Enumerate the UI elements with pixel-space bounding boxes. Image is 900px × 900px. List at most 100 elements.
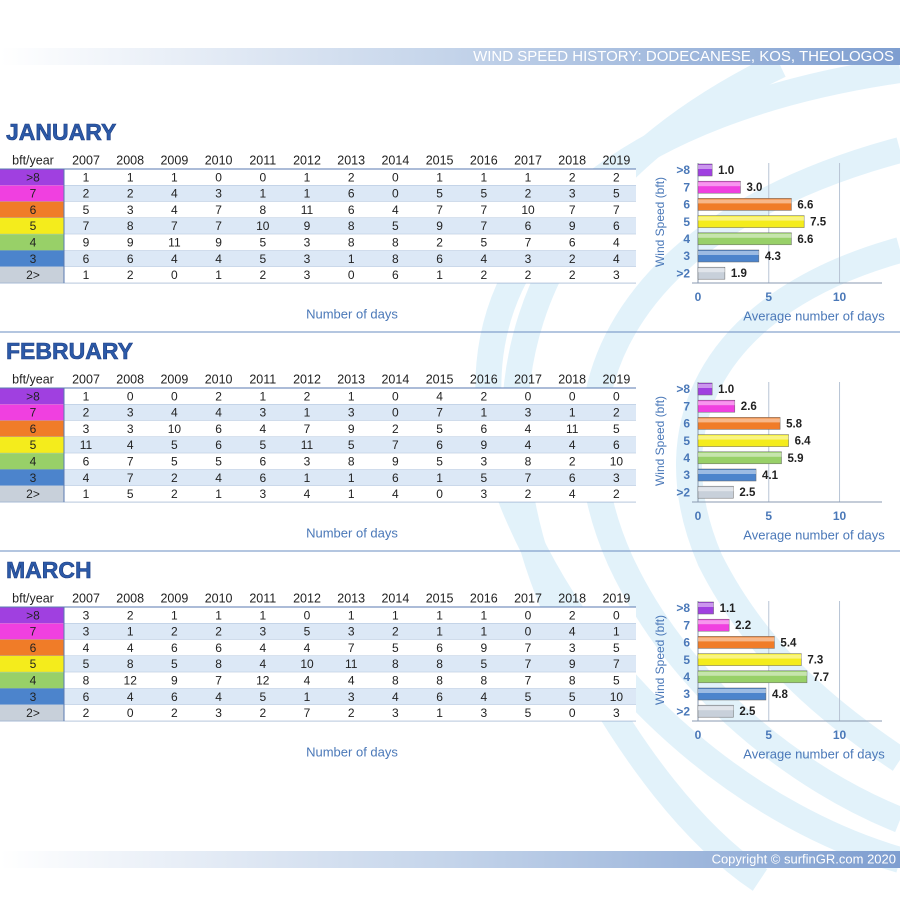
- table-cell: 0: [392, 187, 399, 201]
- table-cell: 7: [613, 657, 620, 671]
- table-cell: 3: [83, 422, 90, 436]
- table-cell: 6: [525, 219, 532, 233]
- table-cell: 4: [83, 471, 90, 485]
- row-label: 2>: [26, 706, 40, 720]
- table-cell: 9: [127, 236, 134, 250]
- table-header: 2017: [514, 153, 542, 167]
- table-row: [0, 185, 636, 202]
- table-cell: 3: [127, 203, 134, 217]
- table-cell: 0: [348, 268, 355, 282]
- table-caption: Number of days: [306, 525, 398, 540]
- y-tick-label: 3: [683, 687, 690, 701]
- bar-shine: [698, 671, 807, 676]
- month-title: MARCH: [6, 557, 92, 583]
- table-cell: 5: [259, 690, 266, 704]
- y-tick-label: >2: [676, 266, 690, 280]
- table-cell: 6: [215, 641, 222, 655]
- table-header: 2019: [602, 591, 630, 605]
- table-header: 2016: [470, 153, 498, 167]
- table-cell: 11: [345, 657, 358, 671]
- table-header: 2011: [249, 591, 276, 605]
- row-label: 3: [30, 252, 37, 266]
- row-label: 7: [30, 187, 37, 201]
- table-header: 2018: [558, 153, 586, 167]
- y-tick-label: 5: [683, 434, 690, 448]
- table-cell: 1: [436, 608, 443, 622]
- bar-shine: [698, 654, 802, 659]
- table-row: [0, 485, 636, 503]
- table-cell: 10: [610, 690, 624, 704]
- table-cell: 6: [83, 455, 90, 469]
- bar: [697, 215, 805, 228]
- table-header: 2019: [602, 153, 630, 167]
- bar-shine: [698, 233, 792, 238]
- table-cell: 4: [304, 641, 311, 655]
- y-tick-label: 5: [683, 215, 690, 229]
- row-label-cell: [0, 404, 64, 421]
- table-cell: 7: [480, 219, 487, 233]
- table-cell: 3: [127, 406, 134, 420]
- bar-shine: [698, 268, 725, 273]
- table-cell: 1: [127, 170, 134, 184]
- table-cell: 3: [215, 706, 222, 720]
- table-row: [0, 688, 636, 705]
- table-cell: 7: [480, 203, 487, 217]
- bar: [697, 704, 734, 718]
- value-label: 6.4: [795, 436, 812, 448]
- table-cell: 11: [168, 236, 181, 250]
- table-row: [0, 404, 636, 421]
- bar: [697, 653, 802, 666]
- bar-shine: [698, 706, 734, 711]
- table-cell: 9: [304, 219, 311, 233]
- table-cell: 2: [259, 706, 266, 720]
- table-header: 2008: [116, 591, 144, 605]
- row-label: 3: [30, 471, 37, 485]
- row-label-cell: [0, 234, 64, 251]
- table-cell: 6: [480, 422, 487, 436]
- table-cell: 10: [168, 422, 182, 436]
- table-row: [0, 250, 636, 267]
- table-cell: 1: [436, 706, 443, 720]
- table-cell: 3: [304, 236, 311, 250]
- y-tick-label: 7: [683, 618, 690, 632]
- table-cell: 1: [171, 170, 178, 184]
- table-cell: 1: [525, 170, 532, 184]
- bar-shine: [698, 620, 730, 625]
- bar-shine: [698, 418, 781, 423]
- table-header: 2010: [205, 372, 233, 386]
- table-cell: 1: [171, 608, 178, 622]
- row-label: 6: [30, 422, 37, 436]
- table-cell: 1: [480, 406, 487, 420]
- table-cell: 5: [259, 438, 266, 452]
- table-cell: 2: [480, 389, 487, 403]
- table-cell: 5: [525, 690, 532, 704]
- table-header: 2017: [514, 591, 542, 605]
- table-cell: 7: [436, 406, 443, 420]
- table-cell: 3: [480, 487, 487, 501]
- table-cell: 3: [83, 608, 90, 622]
- table-cell: 2: [348, 170, 355, 184]
- page-title: WIND SPEED HISTORY: DODECANESE, KOS, THE…: [473, 48, 894, 65]
- footer-bar: [0, 851, 900, 868]
- table-cell: 4: [392, 690, 399, 704]
- table-cell: 10: [521, 203, 535, 217]
- table-cell: 3: [304, 252, 311, 266]
- row-label: 2>: [26, 487, 40, 501]
- table-cell: 7: [171, 219, 178, 233]
- table-cell: 1: [304, 471, 311, 485]
- bar-shine: [698, 216, 805, 221]
- bar-shine: [698, 384, 713, 388]
- table-header: 2007: [72, 372, 100, 386]
- table-cell: 5: [436, 187, 443, 201]
- table-cell: 7: [436, 203, 443, 217]
- row-label-cell: [0, 420, 64, 437]
- table-cell: 4: [259, 641, 266, 655]
- table-header: 2012: [293, 372, 321, 386]
- bar: [697, 180, 741, 194]
- value-label: 4.1: [762, 470, 779, 482]
- table-cell: 4: [259, 657, 266, 671]
- table-cell: 1: [304, 187, 311, 201]
- y-axis-label: Wind Speed (bft): [653, 615, 667, 705]
- table-cell: 12: [124, 674, 138, 688]
- table-cell: 4: [480, 252, 487, 266]
